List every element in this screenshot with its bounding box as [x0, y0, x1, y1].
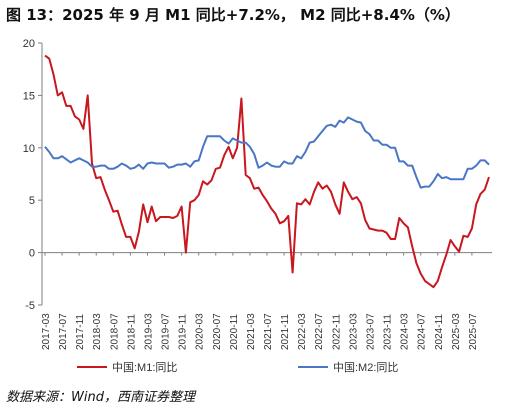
x-tick-label: 2024-11 — [434, 314, 445, 350]
x-tick-label: 2018-11 — [126, 314, 137, 350]
y-axis: -5 0 5 10 15 20 — [23, 38, 43, 312]
x-axis: 2017-03 2017-07 2017-11 2018-03 2018-07 2018-… — [41, 252, 492, 350]
x-tick-label: 2021-11 — [280, 314, 291, 350]
x-tick-label: 2021-07 — [263, 313, 274, 350]
x-tick-label: 2017-11 — [75, 314, 86, 350]
x-tick-label: 2025-03 — [451, 313, 462, 350]
legend-label-m2: 中国:M2:同比 — [333, 361, 398, 374]
y-tick-label: 5 — [29, 195, 35, 207]
x-tick-label: 2017-07 — [58, 313, 69, 350]
x-tick-label: 2022-03 — [297, 313, 308, 350]
x-tick-label: 2025-07 — [468, 313, 479, 350]
x-tick-label: 2024-07 — [417, 313, 428, 350]
y-tick-label: 10 — [23, 143, 35, 155]
x-tick-label: 2018-07 — [109, 313, 120, 350]
x-tick-label: 2017-03 — [41, 313, 52, 350]
chart-title: 图 13：2025 年 9 月 M1 同比+7.2%， M2 同比+8.4%（%… — [6, 6, 460, 24]
x-tick-label: 2019-11 — [178, 314, 189, 350]
x-tick-label: 2021-03 — [246, 313, 257, 350]
source-note: 数据来源：Wind，西南证券整理 — [6, 390, 195, 405]
y-tick-label: -5 — [25, 300, 35, 312]
x-tick-label: 2023-11 — [383, 314, 394, 350]
x-tick-label: 2020-07 — [212, 313, 223, 350]
y-tick-label: 0 — [29, 248, 35, 260]
x-tick-label: 2023-03 — [348, 313, 359, 350]
legend-label-m1: 中国:M1:同比 — [112, 361, 177, 374]
series-line-m1 — [44, 54, 490, 289]
x-tick-label: 2020-11 — [229, 314, 240, 350]
x-tick-label: 2022-11 — [331, 314, 342, 350]
y-tick-label: 20 — [23, 38, 35, 50]
x-tick-label: 2018-03 — [92, 313, 103, 350]
x-tick-label: 2019-03 — [143, 313, 154, 350]
x-tick-label: 2020-03 — [195, 313, 206, 350]
y-tick-label: 15 — [23, 90, 35, 102]
x-tick-label: 2023-07 — [365, 313, 376, 350]
x-tick-label: 2024-03 — [400, 313, 411, 350]
x-tick-label: 2019-07 — [161, 313, 172, 350]
legend: 中国:M1:同比 中国:M2:同比 — [77, 361, 398, 374]
x-tick-label: 2022-07 — [314, 313, 325, 350]
series-line-m2 — [44, 116, 490, 189]
series-layer — [44, 54, 490, 289]
